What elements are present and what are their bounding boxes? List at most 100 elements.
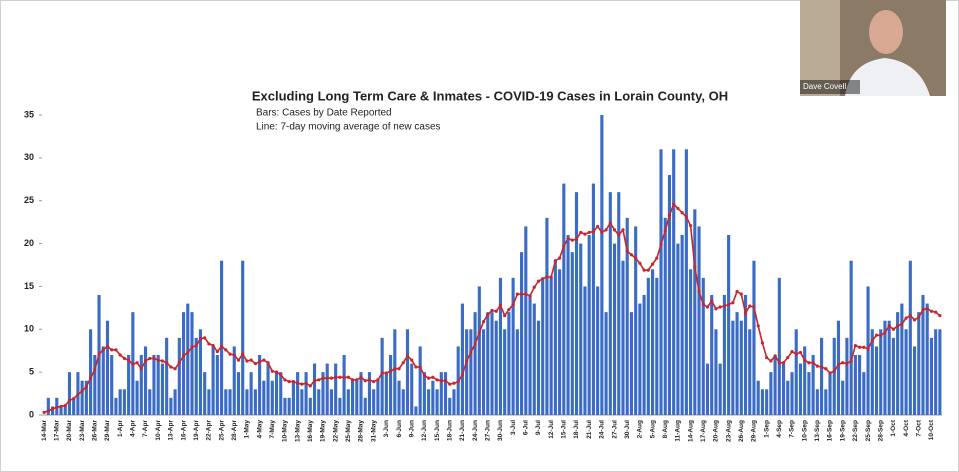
bar xyxy=(367,372,372,415)
bar xyxy=(296,372,300,415)
y-tick-label: 5 xyxy=(29,367,34,377)
bar xyxy=(249,372,253,415)
x-tick-label: 4-Apr xyxy=(130,420,137,437)
bar xyxy=(329,389,333,415)
line-marker xyxy=(705,305,710,309)
line-marker xyxy=(781,361,786,365)
line-marker xyxy=(287,379,291,384)
line-marker xyxy=(667,213,672,217)
x-tick-label: 23-Mar xyxy=(79,420,86,441)
line-marker xyxy=(177,361,181,365)
line-marker xyxy=(748,304,752,308)
line-marker xyxy=(803,358,807,362)
line-marker xyxy=(743,311,748,315)
line-marker xyxy=(853,343,857,348)
bar xyxy=(355,380,359,415)
line-marker xyxy=(545,275,549,279)
bar xyxy=(135,380,139,415)
bar xyxy=(828,372,832,415)
line-marker xyxy=(832,369,836,373)
line-marker xyxy=(131,362,135,367)
bar xyxy=(663,217,667,415)
bar xyxy=(891,337,895,415)
line-marker xyxy=(583,232,587,236)
line-marker xyxy=(925,307,929,311)
bar xyxy=(253,389,257,415)
bar xyxy=(820,337,824,415)
bar xyxy=(228,389,232,415)
x-tick-label: 21-Jun xyxy=(459,420,466,441)
bar xyxy=(781,363,786,415)
line-marker xyxy=(469,350,473,355)
line-marker xyxy=(422,373,426,378)
bar xyxy=(887,320,891,415)
bar xyxy=(866,286,870,415)
line-marker xyxy=(393,367,397,371)
bar xyxy=(722,295,726,415)
line-marker xyxy=(896,324,900,328)
line-marker xyxy=(215,349,219,354)
x-tick-label: 6-Jun xyxy=(396,420,403,437)
bar xyxy=(874,346,879,415)
name-tag xyxy=(800,80,860,94)
x-tick-label: 26-Mar xyxy=(92,420,99,441)
y-tick-label: 0 xyxy=(29,409,34,419)
line-marker xyxy=(739,292,743,296)
x-tick-label: 14-Mar xyxy=(41,420,48,441)
bar xyxy=(220,260,224,415)
bar xyxy=(431,380,435,415)
line-marker xyxy=(849,359,853,363)
line-marker xyxy=(245,359,249,363)
line-marker xyxy=(608,221,612,225)
bar xyxy=(824,389,828,415)
bar xyxy=(579,243,583,415)
x-tick-label: 16-Sep xyxy=(827,420,834,441)
line-marker xyxy=(410,358,414,362)
line-marker xyxy=(346,375,350,379)
line-marker xyxy=(553,259,557,263)
x-tick-label: 26-Aug xyxy=(738,420,745,442)
bar xyxy=(359,372,363,415)
line-marker xyxy=(312,379,317,383)
bar xyxy=(714,329,718,415)
line-marker xyxy=(431,375,435,379)
bar xyxy=(689,269,693,415)
line-marker xyxy=(384,371,388,375)
bar xyxy=(397,380,401,415)
line-marker xyxy=(473,342,477,346)
line-marker xyxy=(334,375,338,379)
line-marker xyxy=(481,319,486,324)
line-marker xyxy=(241,352,245,356)
x-tick-label: 7-Apr xyxy=(142,420,149,437)
line-marker xyxy=(600,230,604,235)
bar xyxy=(207,389,211,415)
bar xyxy=(612,243,617,415)
x-tick-label: 30-Jul xyxy=(624,420,631,439)
line-marker xyxy=(807,361,811,365)
bar xyxy=(203,372,207,415)
line-marker xyxy=(676,206,680,211)
line-marker xyxy=(321,376,325,380)
bar xyxy=(701,277,705,415)
bar xyxy=(435,389,439,415)
line-marker xyxy=(397,367,401,371)
line-marker xyxy=(541,277,545,281)
bar xyxy=(245,389,249,415)
bar xyxy=(667,175,672,415)
bar xyxy=(418,346,422,415)
x-tick-label: 17-Aug xyxy=(700,420,707,442)
bar xyxy=(304,372,308,415)
line-marker xyxy=(798,350,803,355)
line-marker xyxy=(638,261,642,265)
line-marker xyxy=(883,331,887,335)
line-marker xyxy=(308,384,312,388)
bar xyxy=(693,209,697,415)
line-marker xyxy=(304,381,308,385)
bar xyxy=(498,277,503,415)
line-marker xyxy=(110,348,114,352)
x-tick-label: 5-Aug xyxy=(649,420,656,438)
line-marker xyxy=(701,302,705,307)
line-marker xyxy=(498,303,503,307)
line-marker xyxy=(663,229,667,233)
x-tick-label: 25-Sep xyxy=(865,420,872,441)
